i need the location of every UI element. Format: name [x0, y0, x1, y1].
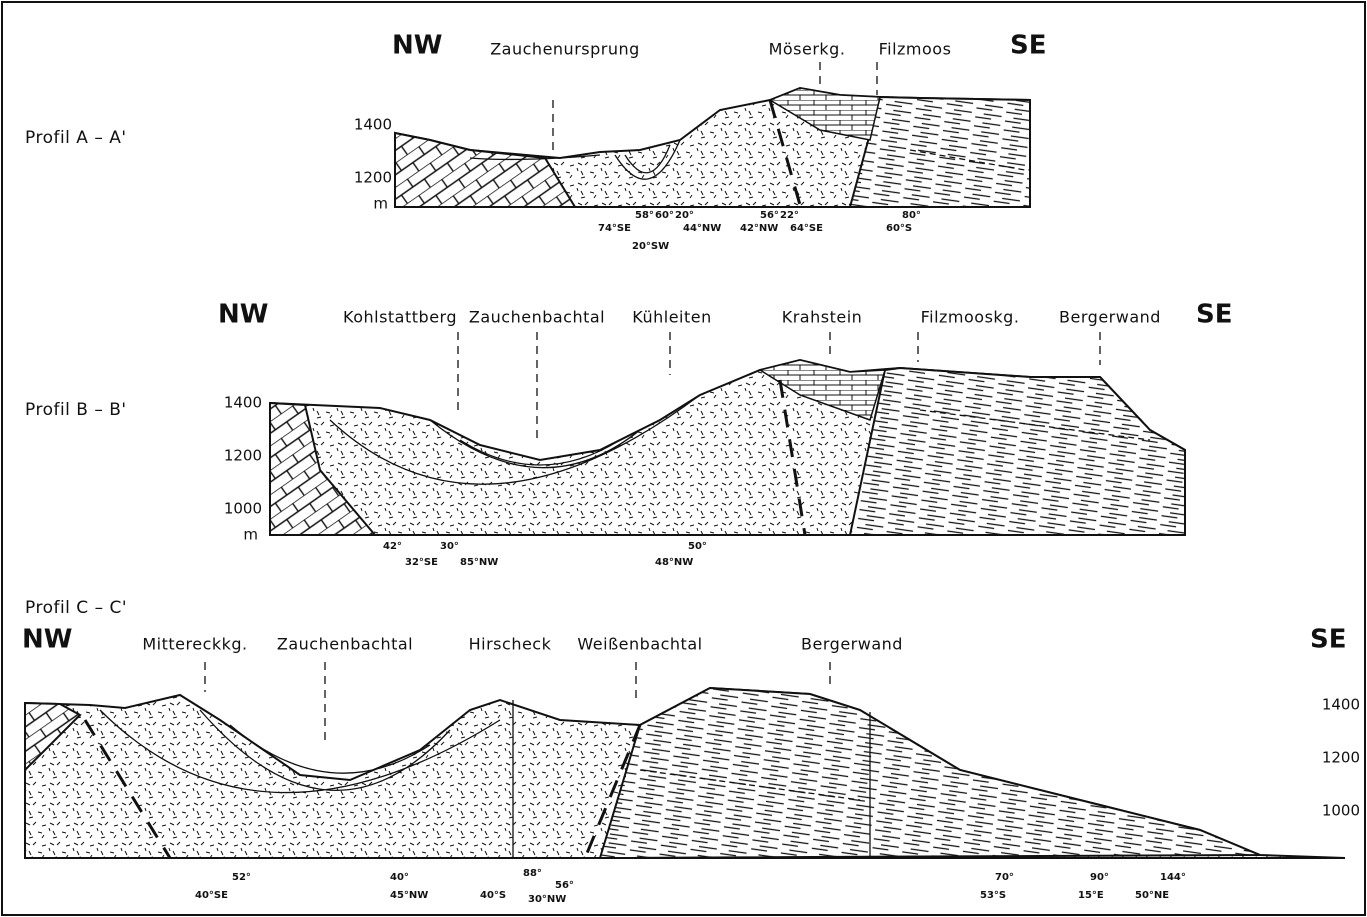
measurement: 40°SE	[195, 890, 228, 901]
place-label: Zauchenbachtal	[469, 308, 605, 327]
measurement: 40°S	[480, 890, 506, 901]
measurement: 60°S	[886, 223, 912, 234]
place-label: Zauchenursprung	[490, 40, 640, 59]
profile-name: Profil B – B'	[25, 400, 127, 420]
profile-name: Profil A – A'	[25, 128, 127, 148]
place-label: Möserkg.	[769, 40, 846, 59]
elevation-label: 1200	[1322, 749, 1360, 767]
measurement: 70°	[995, 872, 1014, 883]
measurement: 64°SE	[790, 223, 823, 234]
measurement: 15°E	[1078, 890, 1104, 901]
measurement: 30°NW	[528, 894, 566, 905]
measurement: 52°	[232, 872, 251, 883]
shale	[850, 97, 1030, 207]
measurement: 56°	[760, 210, 779, 221]
direction-right: SE	[1310, 625, 1347, 655]
place-label: Krahstein	[782, 308, 863, 327]
measurement: 80°	[902, 210, 921, 221]
measurement: 32°SE	[405, 557, 438, 568]
measurement: 53°S	[980, 890, 1006, 901]
elevation-label: 1000	[224, 500, 262, 518]
direction-left: NW	[218, 300, 268, 330]
direction-right: SE	[1196, 300, 1233, 330]
diagram: NW SE Profil A – A' Zauchenursprung Möse…	[0, 0, 1367, 917]
measurement: 88°	[523, 868, 542, 879]
place-label: Filzmooskg.	[921, 308, 1020, 327]
measurement: 30°	[440, 541, 459, 552]
measurement: 58°	[635, 210, 654, 221]
measurement: 48°NW	[655, 557, 693, 568]
profile-name: Profil C – C'	[25, 598, 127, 618]
measurement: 42°NW	[740, 223, 778, 234]
elevation-label: m	[373, 195, 388, 213]
place-label: Hirscheck	[469, 635, 552, 654]
measurement: 20°	[675, 210, 694, 221]
measurement: 90°	[1090, 872, 1109, 883]
place-label: Bergerwand	[1059, 308, 1161, 327]
measurement: 74°SE	[598, 223, 631, 234]
place-label: Kohlstattberg	[343, 308, 457, 327]
direction-left: NW	[392, 31, 442, 61]
measurement: 22°	[780, 210, 799, 221]
place-label: Mittereckkg.	[142, 635, 247, 654]
measurement: 50°	[688, 541, 707, 552]
measurement: 144°	[1160, 872, 1186, 883]
measurement: 85°NW	[460, 557, 498, 568]
elevation-label: 1400	[224, 394, 262, 412]
measurement: 44°NW	[683, 223, 721, 234]
direction-right: SE	[1010, 31, 1047, 61]
elevation-label: 1400	[1322, 696, 1360, 714]
measurement: 45°NW	[390, 890, 428, 901]
measurement: 20°SW	[632, 241, 669, 252]
elevation-label: 1000	[1322, 802, 1360, 820]
direction-left: NW	[22, 625, 72, 655]
measurement: 56°	[555, 880, 574, 891]
measurement: 50°NE	[1135, 890, 1169, 901]
measurement: 60°	[655, 210, 674, 221]
elevation-label: 1200	[224, 447, 262, 465]
place-label: Bergerwand	[801, 635, 903, 654]
elevation-label: m	[243, 526, 258, 544]
elevation-label: 1400	[354, 116, 392, 134]
place-label: Kühleiten	[632, 308, 711, 327]
place-label: Zauchenbachtal	[277, 635, 413, 654]
measurement: 42°	[383, 541, 402, 552]
place-label: Filzmoos	[879, 40, 952, 59]
elevation-label: 1200	[354, 169, 392, 187]
place-label: Weißenbachtal	[577, 635, 702, 654]
measurement: 40°	[390, 872, 409, 883]
